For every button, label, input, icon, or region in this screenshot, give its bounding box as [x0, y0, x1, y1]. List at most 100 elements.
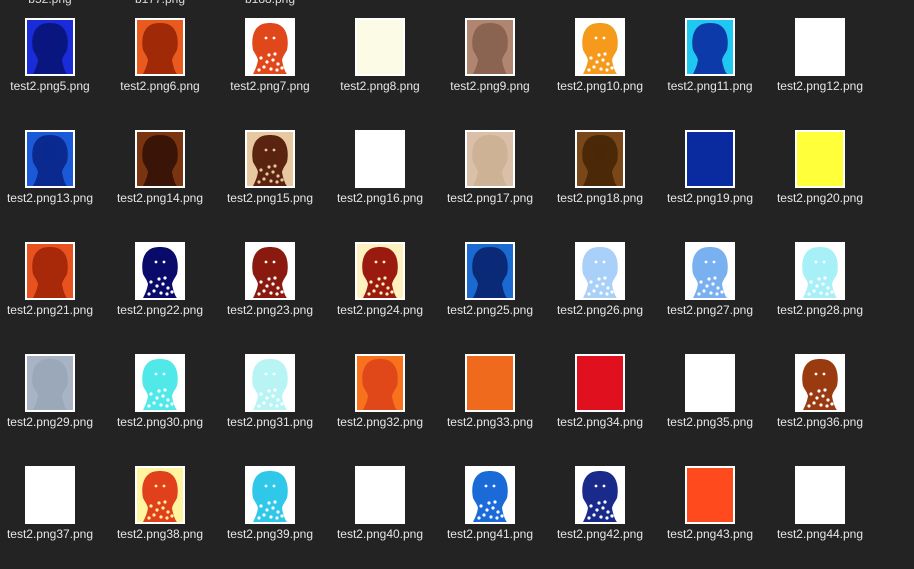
- file-item[interactable]: test2.png36.png: [765, 354, 875, 466]
- file-item[interactable]: test2.png6.png: [105, 18, 215, 130]
- file-name[interactable]: test2.png28.png: [776, 303, 864, 317]
- file-name[interactable]: test2.png30.png: [116, 415, 204, 429]
- file-thumbnail[interactable]: [135, 354, 185, 412]
- file-name[interactable]: test2.png38.png: [116, 527, 204, 541]
- file-name[interactable]: test2.png40.png: [336, 527, 424, 541]
- file-item[interactable]: test2.png10.png: [545, 18, 655, 130]
- file-thumbnail[interactable]: [575, 18, 625, 76]
- file-thumbnail[interactable]: [685, 466, 735, 524]
- file-thumbnail[interactable]: [465, 242, 515, 300]
- file-name[interactable]: test2.png27.png: [666, 303, 754, 317]
- file-name[interactable]: test2.png15.png: [226, 191, 314, 205]
- file-name[interactable]: test2.png10.png: [556, 79, 644, 93]
- file-item[interactable]: test2.png31.png: [215, 354, 325, 466]
- file-name[interactable]: test2.png7.png: [230, 79, 310, 93]
- file-name[interactable]: test2.png24.png: [336, 303, 424, 317]
- file-thumbnail[interactable]: [685, 354, 735, 412]
- file-thumbnail[interactable]: [245, 242, 295, 300]
- file-name[interactable]: test2.png17.png: [446, 191, 534, 205]
- file-thumbnail[interactable]: [685, 242, 735, 300]
- file-thumbnail[interactable]: [355, 18, 405, 76]
- file-thumbnail[interactable]: [575, 466, 625, 524]
- file-label-cutoff[interactable]: b188.png: [215, 0, 325, 6]
- file-thumbnail[interactable]: [575, 242, 625, 300]
- file-name[interactable]: test2.png25.png: [446, 303, 534, 317]
- file-item[interactable]: test2.png21.png: [0, 242, 105, 354]
- file-name[interactable]: test2.png37.png: [6, 527, 94, 541]
- file-item[interactable]: test2.png8.png: [325, 18, 435, 130]
- file-thumbnail[interactable]: [795, 18, 845, 76]
- file-item[interactable]: test2.png33.png: [435, 354, 545, 466]
- file-thumbnail[interactable]: [25, 466, 75, 524]
- file-thumbnail[interactable]: [135, 466, 185, 524]
- file-label-cutoff[interactable]: b177.png: [105, 0, 215, 6]
- file-name[interactable]: test2.png18.png: [556, 191, 644, 205]
- file-item[interactable]: test2.png15.png: [215, 130, 325, 242]
- file-name[interactable]: test2.png26.png: [556, 303, 644, 317]
- file-item[interactable]: test2.png23.png: [215, 242, 325, 354]
- file-item[interactable]: test2.png28.png: [765, 242, 875, 354]
- file-name[interactable]: test2.png42.png: [556, 527, 644, 541]
- file-item[interactable]: test2.png38.png: [105, 466, 215, 569]
- file-thumbnail[interactable]: [245, 130, 295, 188]
- file-item[interactable]: test2.png39.png: [215, 466, 325, 569]
- file-thumbnail[interactable]: [245, 354, 295, 412]
- file-name[interactable]: test2.png9.png: [450, 79, 530, 93]
- file-thumbnail[interactable]: [465, 354, 515, 412]
- file-item[interactable]: test2.png32.png: [325, 354, 435, 466]
- file-thumbnail[interactable]: [685, 130, 735, 188]
- file-name[interactable]: test2.png8.png: [340, 79, 420, 93]
- file-thumbnail[interactable]: [575, 354, 625, 412]
- file-name[interactable]: test2.png44.png: [776, 527, 864, 541]
- file-thumbnail[interactable]: [245, 18, 295, 76]
- file-thumbnail[interactable]: [795, 242, 845, 300]
- file-thumbnail[interactable]: [25, 242, 75, 300]
- file-name[interactable]: test2.png22.png: [116, 303, 204, 317]
- file-thumbnail[interactable]: [135, 242, 185, 300]
- file-thumbnail[interactable]: [245, 466, 295, 524]
- file-name[interactable]: test2.png34.png: [556, 415, 644, 429]
- file-thumbnail[interactable]: [795, 466, 845, 524]
- file-item[interactable]: test2.png17.png: [435, 130, 545, 242]
- file-name[interactable]: test2.png23.png: [226, 303, 314, 317]
- file-name[interactable]: test2.png39.png: [226, 527, 314, 541]
- file-name[interactable]: test2.png31.png: [226, 415, 314, 429]
- file-item[interactable]: test2.png18.png: [545, 130, 655, 242]
- file-name[interactable]: test2.png14.png: [116, 191, 204, 205]
- file-name[interactable]: test2.png32.png: [336, 415, 424, 429]
- file-name[interactable]: test2.png5.png: [10, 79, 90, 93]
- file-item[interactable]: test2.png29.png: [0, 354, 105, 466]
- file-name[interactable]: test2.png16.png: [336, 191, 424, 205]
- file-thumbnail[interactable]: [685, 18, 735, 76]
- file-thumbnail[interactable]: [25, 354, 75, 412]
- file-name[interactable]: test2.png13.png: [6, 191, 94, 205]
- file-name[interactable]: test2.png35.png: [666, 415, 754, 429]
- file-thumbnail[interactable]: [355, 466, 405, 524]
- file-name[interactable]: test2.png41.png: [446, 527, 534, 541]
- file-item[interactable]: test2.png41.png: [435, 466, 545, 569]
- file-name[interactable]: test2.png6.png: [120, 79, 200, 93]
- file-item[interactable]: test2.png11.png: [655, 18, 765, 130]
- file-item[interactable]: test2.png34.png: [545, 354, 655, 466]
- file-thumbnail[interactable]: [135, 130, 185, 188]
- file-item[interactable]: test2.png30.png: [105, 354, 215, 466]
- file-item[interactable]: test2.png24.png: [325, 242, 435, 354]
- file-item[interactable]: test2.png37.png: [0, 466, 105, 569]
- file-thumbnail[interactable]: [355, 242, 405, 300]
- file-item[interactable]: test2.png13.png: [0, 130, 105, 242]
- file-thumbnail[interactable]: [355, 130, 405, 188]
- file-item[interactable]: test2.png22.png: [105, 242, 215, 354]
- file-item[interactable]: test2.png35.png: [655, 354, 765, 466]
- file-name[interactable]: test2.png43.png: [666, 527, 754, 541]
- file-item[interactable]: test2.png19.png: [655, 130, 765, 242]
- file-name[interactable]: test2.png20.png: [776, 191, 864, 205]
- file-thumbnail[interactable]: [135, 18, 185, 76]
- file-item[interactable]: test2.png42.png: [545, 466, 655, 569]
- file-item[interactable]: test2.png14.png: [105, 130, 215, 242]
- file-item[interactable]: test2.png20.png: [765, 130, 875, 242]
- file-item[interactable]: test2.png25.png: [435, 242, 545, 354]
- file-name[interactable]: test2.png33.png: [446, 415, 534, 429]
- file-item[interactable]: test2.png44.png: [765, 466, 875, 569]
- file-item[interactable]: test2.png27.png: [655, 242, 765, 354]
- file-name[interactable]: test2.png11.png: [667, 79, 753, 93]
